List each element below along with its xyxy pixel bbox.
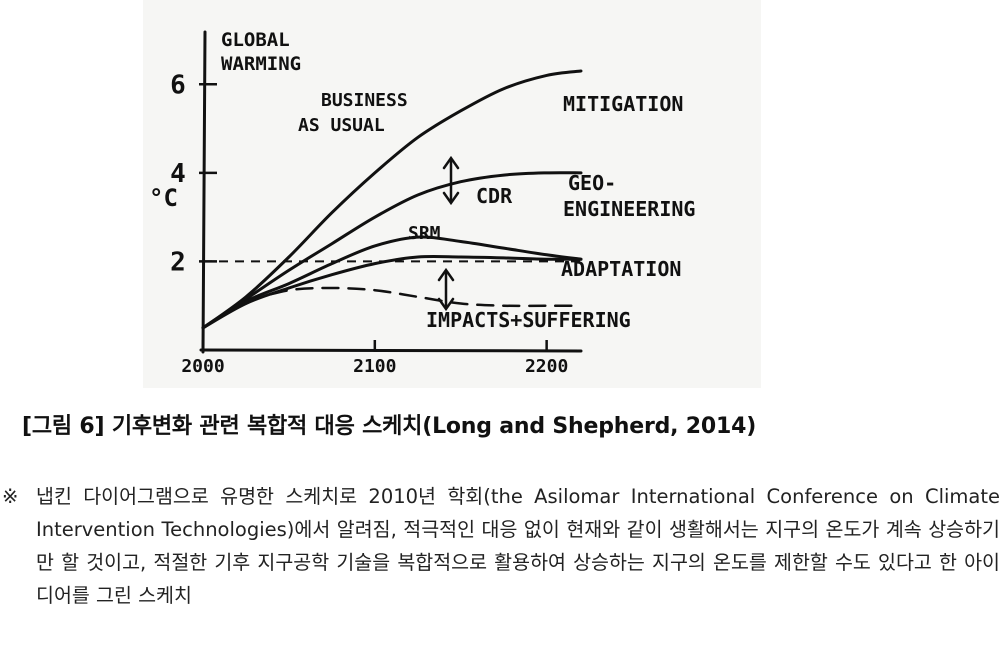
- x-axis: [199, 348, 583, 353]
- ylabel-line-1: GLOBAL: [221, 29, 290, 51]
- annotation-srm: SRM: [408, 223, 441, 244]
- annotation-impacts-suffering: IMPACTS+SUFFERING: [426, 308, 631, 332]
- annotation-mitigation: MITIGATION: [563, 92, 683, 116]
- y-tick-label-2: 2: [170, 247, 186, 277]
- y-unit-label: °C: [149, 184, 178, 212]
- x-tick-label-2100: 2100: [353, 356, 396, 377]
- y-axis: [201, 30, 207, 354]
- figure-caption: [그림 6] 기후변화 관련 복합적 대응 스케치(Long and Sheph…: [22, 414, 757, 439]
- x-tick-label-2000: 2000: [181, 356, 224, 377]
- series-line-5: [244, 286, 583, 308]
- annotation-as-usual: AS USUAL: [298, 115, 385, 136]
- srm-arrow: [437, 267, 455, 312]
- series-line-2: [201, 171, 583, 330]
- annotation-cdr: CDR: [476, 184, 513, 208]
- annotation-engineering: ENGINEERING: [563, 197, 695, 221]
- series-line-3: [201, 235, 583, 330]
- x-tick-label-2200: 2200: [525, 356, 568, 377]
- series-line-1: [201, 69, 583, 330]
- annotation-geo: GEO-: [568, 171, 616, 195]
- figure-note: ※ 냅킨 다이어그램으로 유명한 스케치로 2010년 학회(the Asilo…: [0, 480, 1000, 612]
- tick-labels: 2000 2100 2200 6 4 2: [170, 70, 568, 377]
- cdr-arrow: [442, 155, 460, 206]
- note-text: 냅킨 다이어그램으로 유명한 스케치로 2010년 학회(the Asiloma…: [36, 485, 1000, 607]
- annotation-adaptation: ADAPTATION: [561, 257, 681, 281]
- series-line-4: [201, 254, 583, 330]
- ylabel-line-2: WARMING: [221, 53, 301, 75]
- series-lines: [201, 69, 583, 330]
- y-tick-label-6: 6: [170, 70, 186, 100]
- y-tick-label-4: 4: [170, 159, 186, 189]
- note-mark: ※: [2, 485, 19, 508]
- climate-response-sketch: 2000 2100 2200 6 4 2 GLOBAL WARMING °C BUSINE…: [143, 0, 761, 388]
- annotation-business: BUSINESS: [321, 90, 408, 111]
